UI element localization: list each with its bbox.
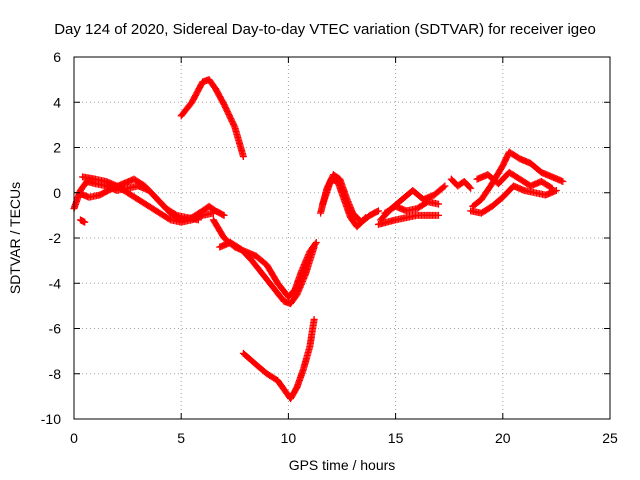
y-tick-label: -6: [49, 321, 62, 337]
data-point: [374, 207, 382, 215]
data-point: [194, 216, 202, 224]
data-point: [467, 184, 475, 192]
x-tick-label: 10: [281, 430, 297, 446]
x-axis-label: GPS time / hours: [289, 457, 396, 473]
data-point: [559, 177, 567, 185]
y-tick-label: 6: [53, 49, 61, 65]
data-point: [209, 209, 217, 217]
x-tick-label: 20: [495, 430, 511, 446]
data-point: [239, 153, 247, 161]
data-points: [70, 76, 567, 403]
data-point: [310, 243, 318, 251]
y-tick-label: -10: [41, 411, 61, 427]
x-tick-label: 25: [602, 430, 618, 446]
y-tick-label: -8: [49, 366, 62, 382]
y-tick-label: 0: [53, 185, 61, 201]
data-point: [361, 215, 369, 223]
grid: [74, 57, 610, 419]
data-point: [552, 186, 560, 194]
data-point: [362, 214, 370, 222]
y-tick-label: -2: [49, 230, 62, 246]
chart-title: Day 124 of 2020, Sidereal Day-to-day VTE…: [54, 21, 596, 38]
data-point: [440, 183, 448, 191]
y-tick-label: -4: [49, 275, 62, 291]
y-axis-label: SDTVAR / TECUs: [7, 182, 23, 294]
y-tick-label: 4: [53, 94, 61, 110]
x-tick-label: 5: [177, 430, 185, 446]
data-point: [466, 183, 474, 191]
axis-ticks: 0 5 10 15 20 25 -10 -8 -6 -4 -2 0 2 4 6: [41, 49, 618, 446]
data-point: [310, 315, 318, 323]
data-point: [81, 218, 89, 226]
data-point: [434, 211, 442, 219]
data-point: [434, 200, 442, 208]
data-point: [441, 182, 449, 190]
data-point: [311, 240, 319, 248]
x-tick-label: 15: [388, 430, 404, 446]
data-point: [312, 239, 320, 247]
data-point: [220, 211, 228, 219]
y-tick-label: 2: [53, 140, 61, 156]
x-tick-label: 0: [70, 430, 78, 446]
